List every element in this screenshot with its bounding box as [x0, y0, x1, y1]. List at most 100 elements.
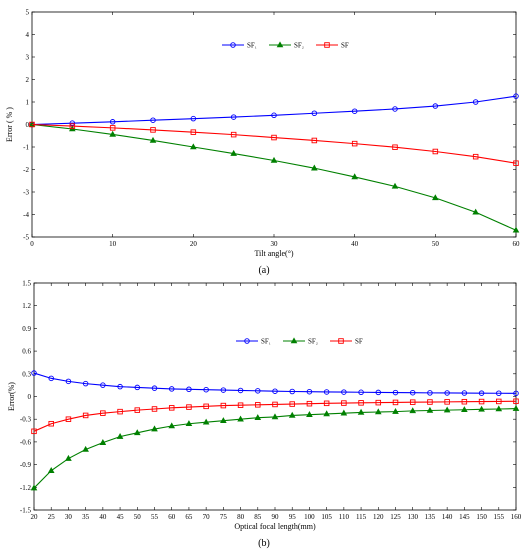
- x-tick-label: 110: [339, 513, 350, 521]
- x-tick-label: 75: [220, 513, 228, 521]
- data-point: [472, 208, 479, 215]
- data-point: [311, 164, 318, 171]
- x-tick-label: 130: [407, 513, 418, 521]
- y-tick-label: 4: [26, 31, 30, 39]
- data-point: [151, 425, 158, 432]
- data-point: [323, 389, 330, 395]
- data-point: [220, 387, 227, 393]
- data-point: [134, 384, 141, 391]
- legend-label: SF₁: [247, 42, 257, 50]
- data-point: [237, 387, 244, 394]
- legend-label: SF₂: [308, 338, 318, 346]
- x-tick-label: 35: [82, 513, 90, 521]
- data-point: [69, 123, 76, 129]
- x-tick-label: 85: [254, 513, 262, 521]
- y-tick-label: -3: [23, 189, 29, 197]
- data-point: [151, 406, 158, 412]
- legend-label: SF₁: [261, 338, 271, 346]
- x-tick-label: 145: [459, 513, 470, 521]
- data-point: [409, 389, 416, 396]
- data-point: [202, 418, 210, 425]
- data-point: [409, 407, 417, 414]
- data-point: [31, 428, 37, 435]
- x-tick-label: 50: [134, 513, 142, 521]
- data-point: [311, 137, 318, 144]
- data-point: [496, 398, 502, 405]
- data-point: [48, 420, 54, 427]
- x-axis-label: Tilt angle(°): [254, 249, 293, 258]
- data-point: [432, 148, 439, 155]
- data-point: [271, 134, 277, 141]
- data-point: [203, 386, 209, 393]
- y-tick-label: -1.5: [20, 507, 32, 515]
- data-point: [186, 404, 192, 410]
- x-tick-label: 50: [432, 240, 440, 248]
- data-point: [168, 422, 176, 429]
- data-point: [351, 108, 358, 114]
- data-point: [47, 467, 55, 473]
- data-point: [392, 399, 399, 406]
- y-tick-label: 0.9: [22, 325, 31, 333]
- data-point: [230, 114, 237, 120]
- data-point: [461, 398, 468, 405]
- data-point: [220, 417, 227, 424]
- x-axis-label: Optical focal length(mm): [234, 522, 316, 531]
- data-point: [432, 103, 439, 109]
- legend: SF₁ SF₂ SF: [236, 337, 363, 346]
- data-point: [306, 400, 313, 407]
- x-tick-label: 60: [168, 513, 176, 521]
- series-1: [29, 93, 519, 128]
- series-1: [31, 370, 519, 397]
- y-tick-label: -0.3: [20, 416, 32, 424]
- x-tick-label: 140: [442, 513, 453, 521]
- data-point: [109, 125, 116, 131]
- data-point: [134, 407, 141, 413]
- data-point: [351, 140, 358, 147]
- data-point: [427, 390, 433, 396]
- y-axis-label: Error ( % ): [5, 107, 14, 142]
- legend-marker: [244, 338, 250, 344]
- data-point: [109, 130, 116, 137]
- data-point: [427, 399, 433, 405]
- data-point: [289, 401, 295, 407]
- data-point: [230, 131, 237, 138]
- series-2: [30, 404, 520, 491]
- legend-item: SF: [316, 42, 349, 50]
- data-point: [82, 412, 89, 419]
- data-point: [341, 389, 347, 395]
- legend-marker: [230, 42, 236, 48]
- data-point: [444, 399, 450, 405]
- data-point: [392, 389, 399, 396]
- data-point: [271, 112, 277, 119]
- legend-item: SF₂: [269, 41, 304, 50]
- data-point: [513, 93, 519, 99]
- data-point: [375, 389, 382, 396]
- data-point: [444, 390, 450, 396]
- series-line: [31, 95, 517, 126]
- data-point: [513, 160, 519, 166]
- legend-marker: [324, 42, 330, 48]
- x-tick-label: 115: [356, 513, 367, 521]
- series-line: [31, 123, 517, 164]
- data-point: [237, 415, 244, 422]
- x-tick-label: 60: [513, 240, 521, 248]
- x-tick-label: 135: [425, 513, 436, 521]
- x-tick-label: 65: [185, 513, 193, 521]
- data-point: [65, 454, 72, 461]
- y-tick-label: -1: [23, 144, 29, 152]
- data-point: [358, 400, 364, 406]
- x-tick-label: 95: [289, 513, 297, 521]
- x-tick-label: 80: [237, 513, 245, 521]
- data-point: [48, 375, 54, 382]
- data-point: [478, 390, 485, 396]
- legend-marker: [338, 338, 344, 344]
- legend-item: SF₂: [283, 337, 318, 346]
- data-point: [513, 398, 519, 405]
- x-tick-label: 70: [203, 513, 211, 521]
- x-tick-label: 10: [109, 240, 117, 248]
- series-2: [28, 120, 520, 233]
- data-point: [255, 388, 261, 394]
- data-point: [306, 388, 313, 395]
- y-tick-label: 3: [26, 54, 30, 62]
- data-point: [150, 127, 156, 133]
